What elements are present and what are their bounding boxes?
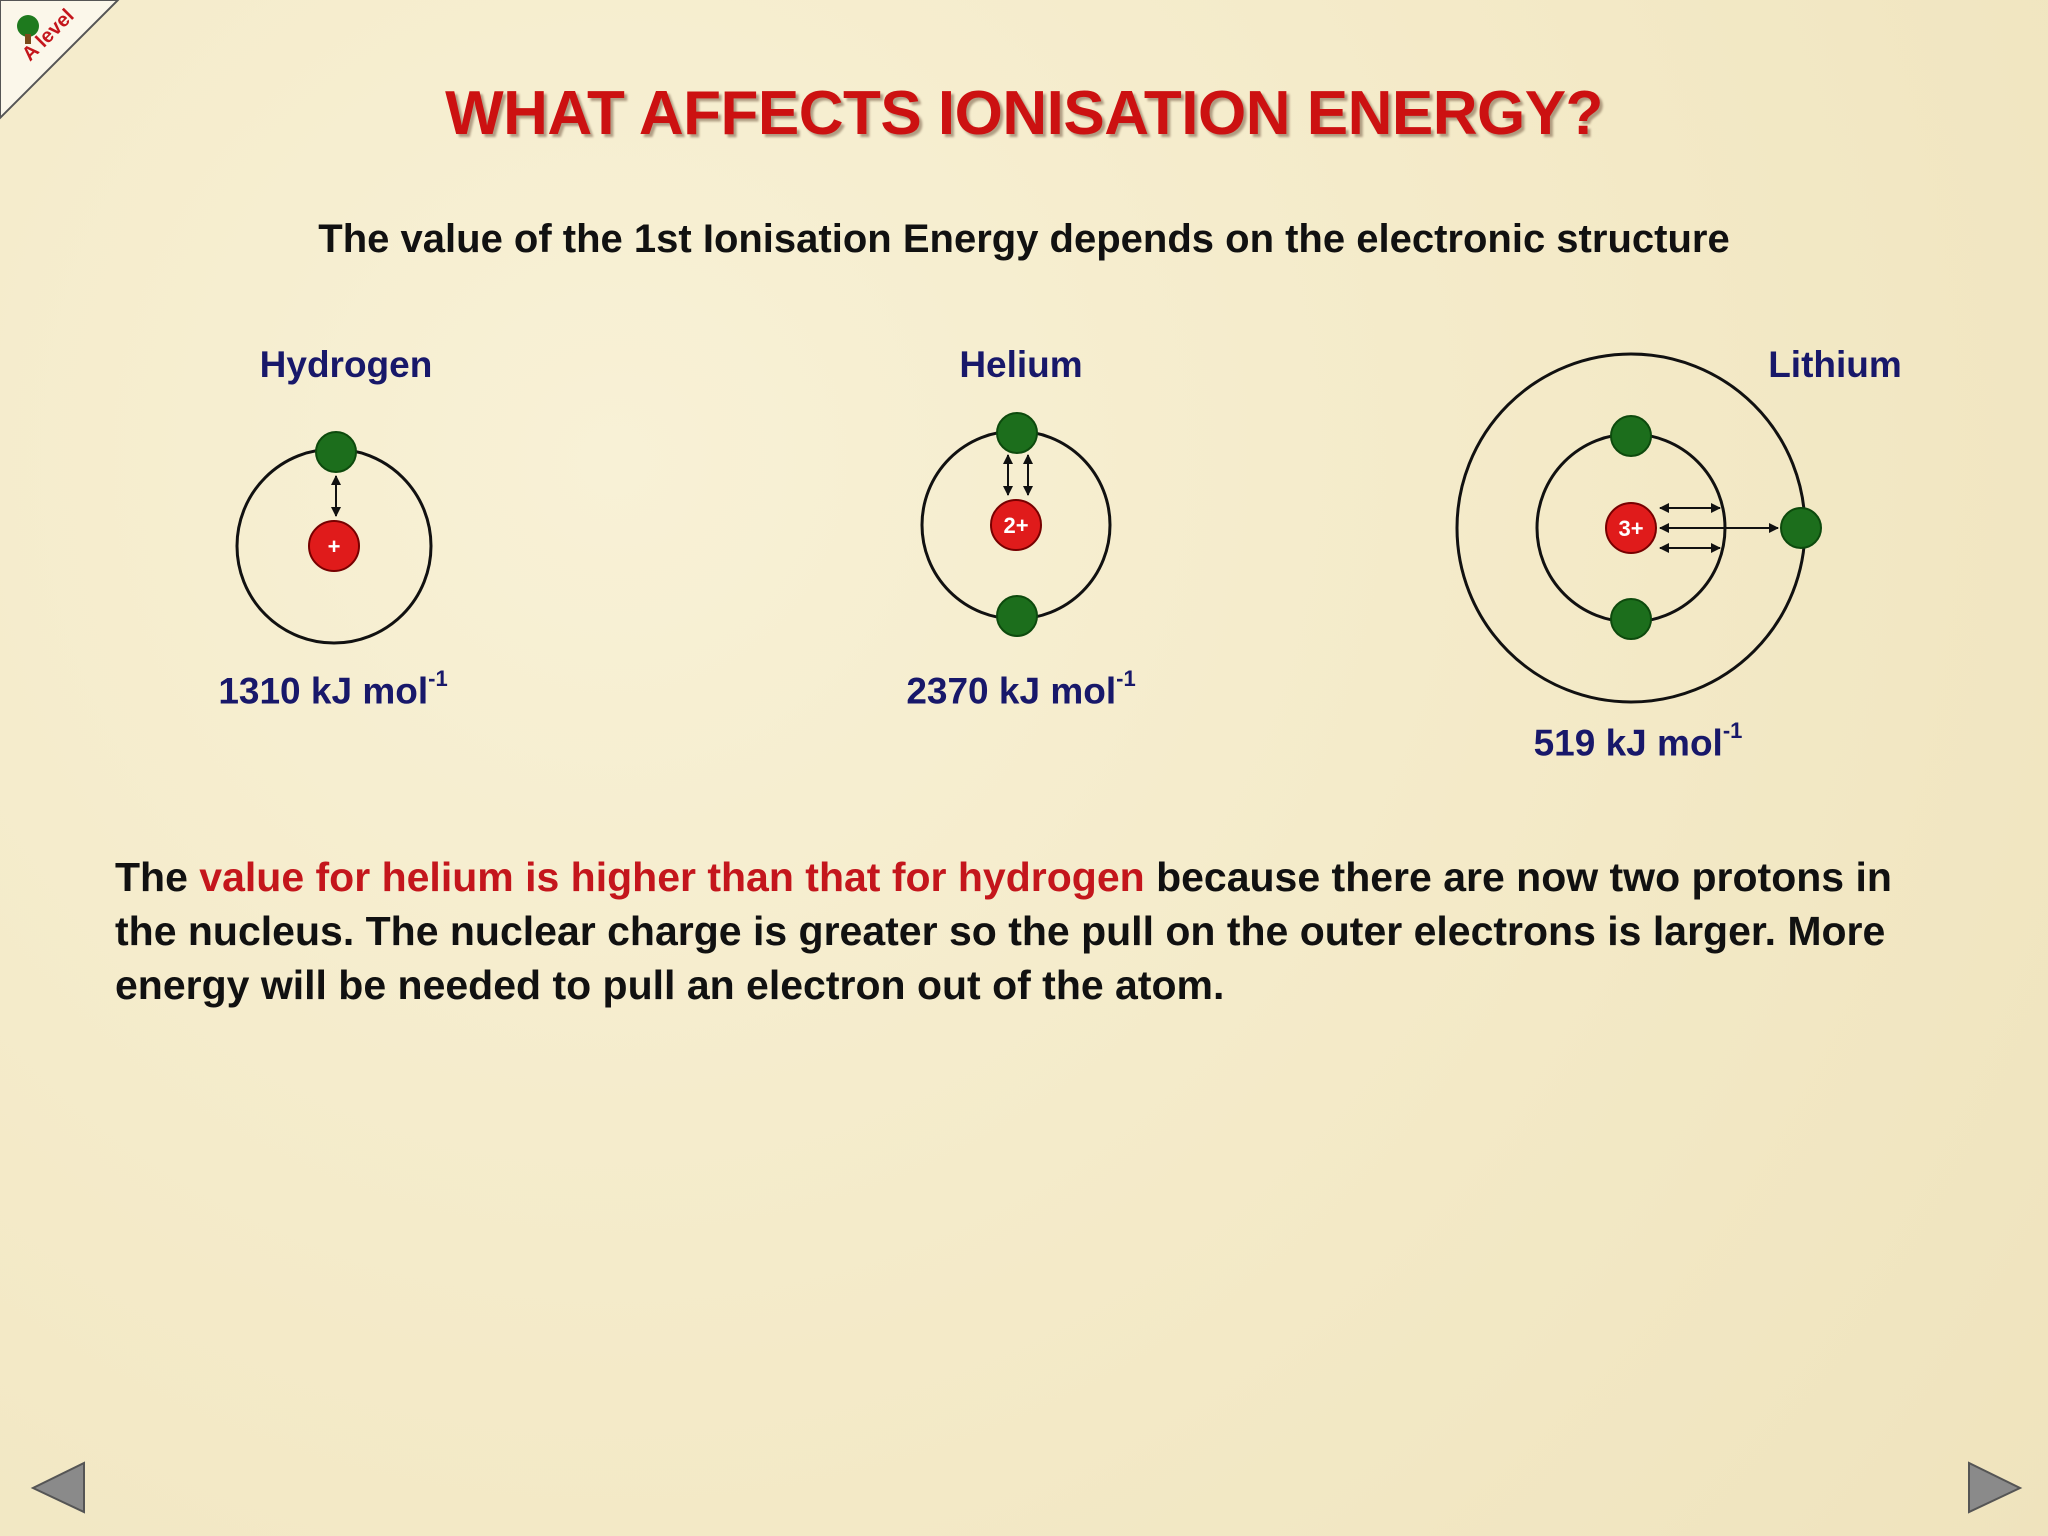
energy-exponent: -1	[1722, 718, 1743, 743]
explanation-text: because there are now two protons in the…	[115, 854, 1892, 1008]
energy-exponent: -1	[1116, 666, 1136, 691]
energy-value: 2370 kJ mol	[906, 670, 1117, 712]
helium-atom	[920, 412, 1112, 637]
hydrogen-atom	[235, 431, 433, 645]
prev-button[interactable]	[30, 1461, 85, 1514]
energy-exponent: -1	[428, 666, 448, 691]
nucleus-charge: 2+	[1003, 513, 1028, 538]
ionisation-energy: 1310 kJ mol-1	[133, 666, 533, 712]
energy-value: 1310 kJ mol	[218, 670, 429, 712]
explanation-text: The	[115, 854, 200, 900]
explanation-highlight: value for helium is higher than that for…	[199, 854, 1145, 900]
nucleus-charge: 3+	[1618, 516, 1643, 541]
explanation: The value for helium is higher than that…	[115, 850, 1915, 1012]
atom-name: Lithium	[1768, 344, 1902, 385]
energy-value: 519 kJ mol	[1533, 722, 1723, 764]
next-button[interactable]	[1968, 1461, 2023, 1514]
corner-badge: A level	[0, 0, 120, 120]
ionisation-energy: 519 kJ mol-1	[1438, 718, 1838, 764]
atom-name: Helium	[959, 344, 1083, 385]
subtitle: The value of the 1st Ionisation Energy d…	[318, 217, 1730, 261]
nucleus-charge: +	[328, 534, 341, 559]
ionisation-energy: 2370 kJ mol-1	[821, 666, 1221, 712]
atom-name: Hydrogen	[259, 344, 433, 385]
lithium-atom	[1455, 352, 1822, 704]
title: WHAT AFFECTS IONISATION ENERGY?	[445, 79, 1603, 148]
